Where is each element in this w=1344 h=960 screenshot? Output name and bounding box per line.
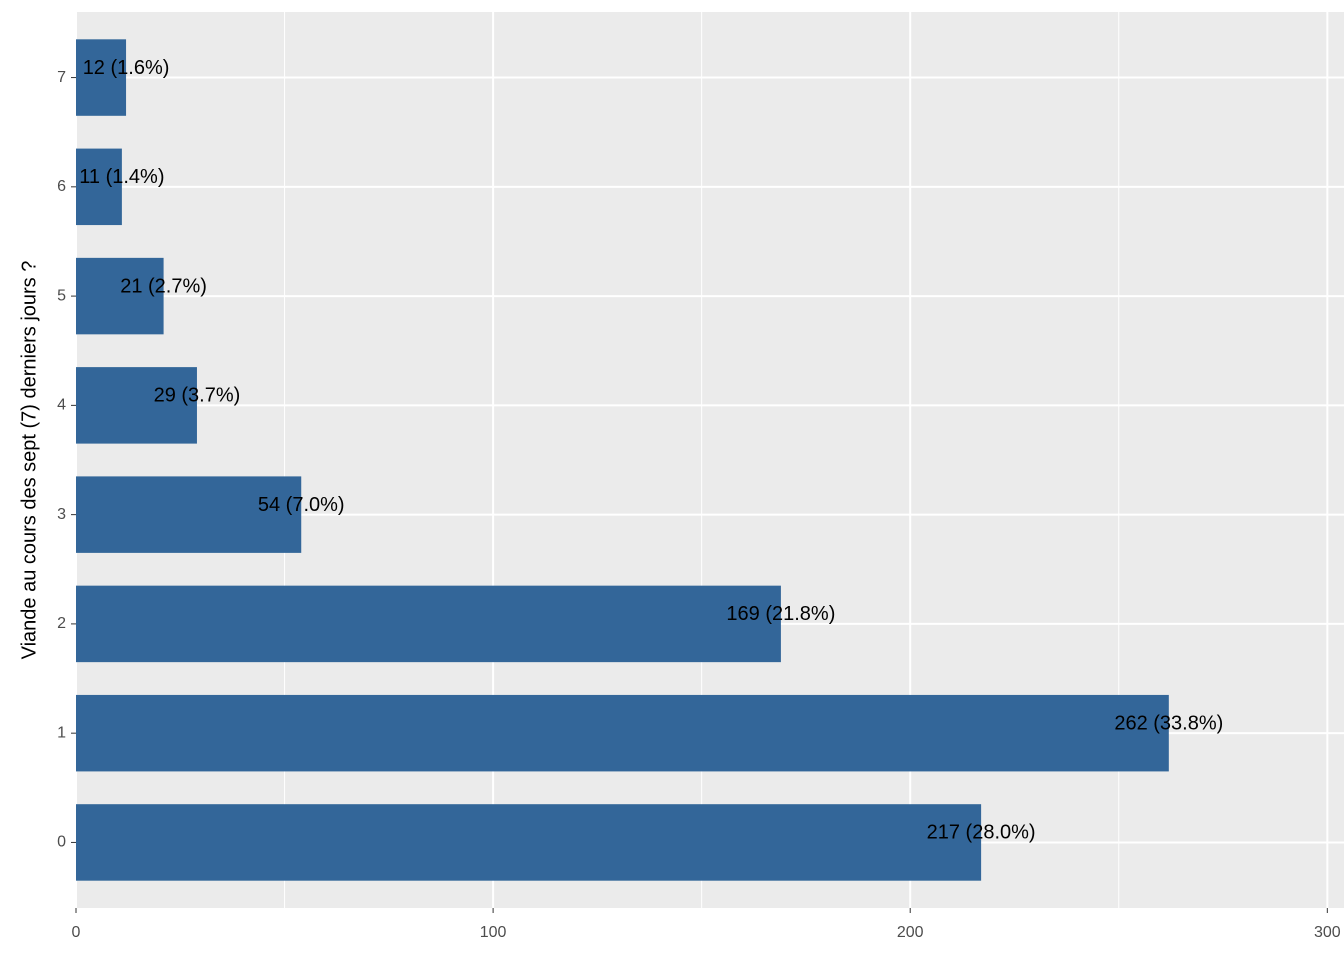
y-axis-title: Viande au cours des sept (7) derniers jo… — [18, 261, 40, 660]
value-label: 262 (33.8%) — [1114, 712, 1223, 734]
y-tick-label: 7 — [57, 69, 66, 86]
panel — [76, 12, 1344, 908]
y-tick-label: 6 — [57, 178, 66, 195]
y-tick-label: 0 — [57, 834, 66, 851]
x-tick-label: 200 — [897, 924, 924, 941]
bar — [76, 148, 122, 226]
y-tick-label: 1 — [57, 724, 66, 741]
bar — [76, 39, 127, 116]
x-tick-label: 0 — [72, 924, 81, 941]
value-label: 29 (3.7%) — [154, 385, 241, 407]
bar — [76, 257, 164, 335]
x-tick-label: 100 — [480, 924, 507, 941]
bar — [76, 476, 302, 553]
bar — [76, 804, 982, 881]
bar — [76, 694, 1169, 772]
bars — [76, 39, 1169, 881]
value-label: 12 (1.6%) — [83, 57, 170, 79]
bar — [76, 367, 197, 444]
y-tick-label: 3 — [57, 506, 66, 523]
value-label: 54 (7.0%) — [258, 494, 345, 516]
value-label: 21 (2.7%) — [120, 275, 207, 297]
bar — [76, 585, 781, 663]
y-tick-label: 5 — [57, 287, 66, 304]
value-label: 11 (1.4%) — [79, 166, 164, 188]
y-tick-label: 2 — [57, 615, 66, 632]
value-label: 169 (21.8%) — [726, 603, 835, 625]
value-labels: 217 (28.0%) 262 (33.8%) 169 (21.8%) 54 (7.0… — [79, 57, 1223, 844]
axes: 0 100 200 300 0 1 2 3 4 5 6 7 — [57, 69, 1341, 941]
value-label: 217 (28.0%) — [927, 822, 1036, 844]
x-tick-label: 300 — [1314, 924, 1341, 941]
y-tick-label: 4 — [57, 397, 66, 414]
